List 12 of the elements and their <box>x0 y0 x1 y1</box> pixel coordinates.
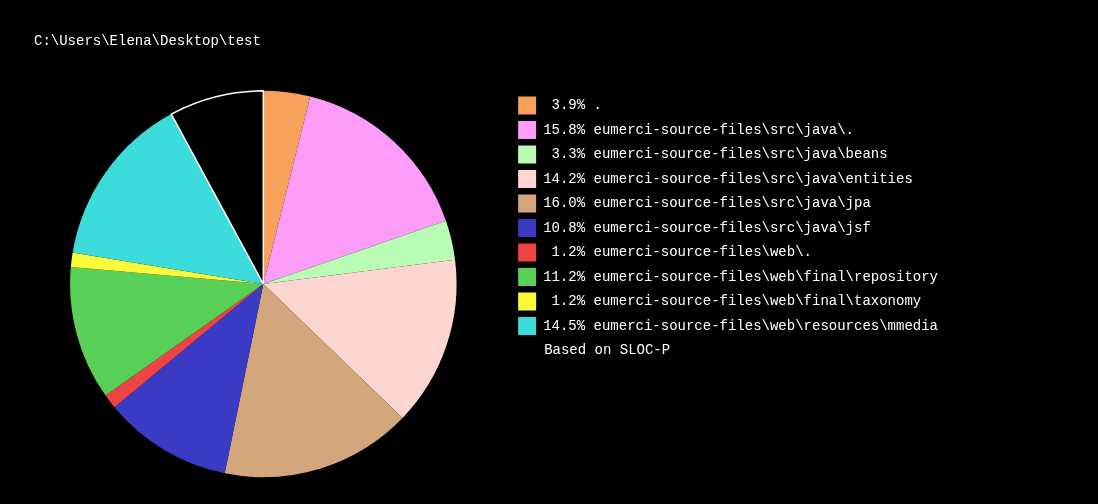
legend-label: 16.0% eumerci-source-files\src\java\jpa <box>543 195 871 212</box>
legend-label: 15.8% eumerci-source-files\src\java\. <box>543 121 854 138</box>
legend-label: 3.9% . <box>543 97 602 114</box>
text: Based on SLOC-P <box>544 341 671 358</box>
legend-label: 1.2% eumerci-source-files\web\. <box>543 244 812 261</box>
legend-label: 10.8% eumerci-source-files\src\java\jsf <box>543 219 871 236</box>
legend-label: 14.2% eumerci-source-files\src\java\entities <box>543 170 913 187</box>
legend-label: 14.5% eumerci-source-files\web\resources\mmedia <box>543 317 939 334</box>
legend-label: 11.2% eumerci-source-files\web\final\repository <box>543 268 939 285</box>
legend-label: 3.3% eumerci-source-files\src\java\beans <box>543 146 888 163</box>
legend-label: 1.2% eumerci-source-files\web\final\taxonomy <box>543 293 922 310</box>
chart-title: C:\Users\Elena\Desktop\test <box>34 33 261 49</box>
